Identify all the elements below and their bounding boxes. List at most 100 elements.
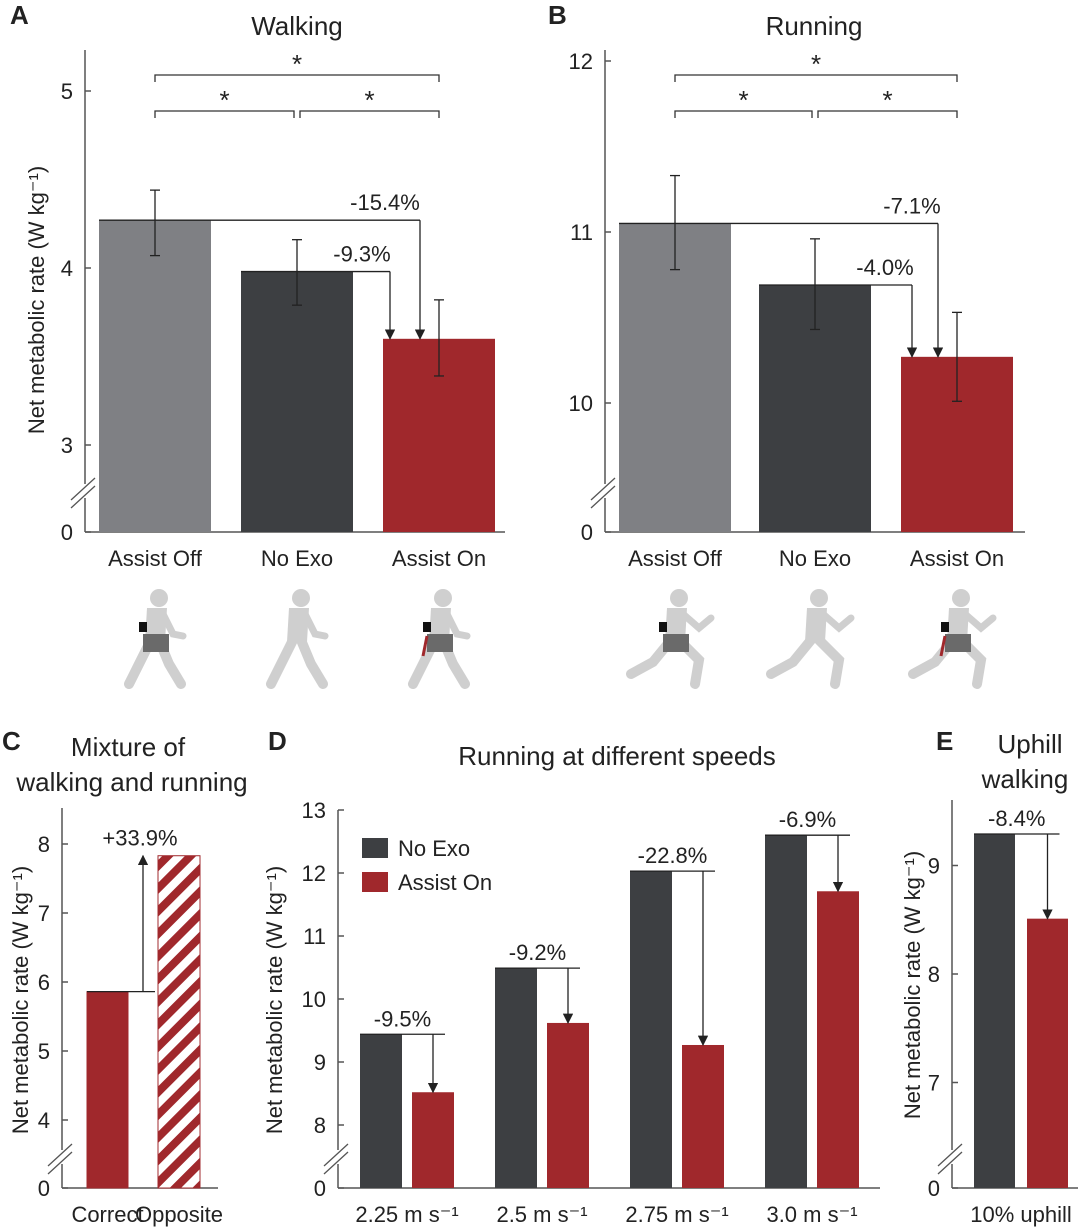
significance-bracket [154,74,440,82]
percent-change-label: -9.3% [333,242,390,267]
leg-icon [766,635,816,679]
x-category-label: Assist Off [108,546,203,571]
leg-icon [296,635,328,689]
significance-bracket [299,110,440,118]
exo-shorts-icon [427,634,453,652]
y-tick-label: 8 [38,832,50,857]
significance-star: * [292,49,302,79]
bar-assist-on [682,1044,724,1188]
arm-icon [443,610,471,640]
arm-icon [819,610,855,633]
x-category-label: 2.25 m s⁻¹ [355,1202,458,1227]
bar-no-exo [630,871,672,1188]
head-icon [952,589,970,607]
y-tick-label: 5 [38,1039,50,1064]
exo-shorts-icon [143,634,169,652]
y-tick-label: 8 [928,962,940,987]
y-tick-label: 13 [302,798,326,823]
leg-icon [266,635,298,689]
y-tick-label: 6 [38,970,50,995]
significance-star: * [219,85,229,115]
axis-break-mark [70,485,96,509]
y-tick-label: 12 [302,861,326,886]
significance-bracket [674,74,958,82]
y-tick-label: 9 [928,854,940,879]
x-category-label: Assist Off [628,546,723,571]
percent-change-label: -15.4% [350,190,420,215]
y-tick-label: 4 [61,256,73,281]
x-category-label: No Exo [779,546,851,571]
x-category-label: No Exo [261,546,333,571]
x-category-label: Assist On [910,546,1004,571]
significance-star: * [811,49,821,79]
panel-letter-a: A [10,0,29,30]
x-category-label: 10% uphill [970,1202,1072,1227]
y-tick-label: 10 [569,391,593,416]
axis-break-mark [47,1143,73,1167]
y-axis-label: Net metabolic rate (W kg⁻¹) [8,866,33,1134]
exo-motor-icon [139,622,147,632]
y-tick-label: 0 [581,520,593,545]
y-axis-label: Net metabolic rate (W kg⁻¹) [24,166,49,434]
y-tick-label: 8 [314,1113,326,1138]
panel-letter-d: D [268,726,287,756]
percent-change-label: -7.1% [883,193,940,218]
bar-no-exo [241,271,353,532]
figure-icon-walker-exo-on [408,589,471,689]
significance-bracket [817,110,958,118]
figure-icon-runner-exo-on [908,589,997,689]
figure-icon-runner-exo-off [626,589,715,689]
axis-break-mark [590,485,616,509]
x-category-label: Opposite [135,1202,223,1227]
axis-break-mark [47,1151,73,1175]
panel-letter-b: B [548,0,567,30]
legend-label: No Exo [398,836,470,861]
x-category-label: 2.75 m s⁻¹ [625,1202,728,1227]
y-tick-label: 0 [928,1176,940,1201]
y-tick-label: 7 [928,1071,940,1096]
bar-assist-off [99,220,211,532]
axis-break-gap [940,1150,964,1164]
head-icon [150,589,168,607]
figure-icon-runner-no-exo [766,589,855,689]
percent-change-label: +33.9% [102,826,177,851]
legend-swatch [362,838,388,858]
exo-force-icon [939,635,947,657]
y-tick-label: 3 [61,433,73,458]
y-axis-label: Net metabolic rate (W kg⁻¹) [900,851,925,1119]
exo-motor-icon [941,622,949,632]
panel-letter-e: E [936,726,953,756]
arm-icon [961,610,997,633]
y-tick-label: 0 [38,1176,50,1201]
y-axis-label: Net metabolic rate (W kg⁻¹) [262,866,287,1134]
panel-title: Uphill [997,729,1062,759]
significance-bracket [674,110,813,118]
axis-break-mark [590,477,616,501]
percent-change-label: -9.2% [509,940,566,965]
bar-no-exo [974,834,1015,1188]
head-icon [810,589,828,607]
axis-break-gap [73,484,97,498]
percent-change-label: -9.5% [374,1006,431,1031]
percent-change-label: -6.9% [779,807,836,832]
x-category-label: Assist On [392,546,486,571]
bar-no-exo [360,1034,402,1188]
axis-break-mark [937,1151,963,1175]
y-tick-label: 10 [302,987,326,1012]
panel-title: Running [766,11,863,41]
x-category-label: 3.0 m s⁻¹ [766,1202,857,1227]
significance-star: * [738,85,748,115]
percent-change-label: -4.0% [856,255,913,280]
exo-motor-icon [659,622,667,632]
panel-title: Running at different speeds [458,741,776,771]
percent-change-label: -22.8% [638,843,708,868]
axis-break-gap [50,1150,74,1164]
head-icon [670,589,688,607]
arm-icon [301,610,329,640]
y-tick-label: 12 [569,49,593,74]
y-tick-label: 5 [61,79,73,104]
axis-break-gap [593,484,617,498]
head-icon [434,589,452,607]
exo-shorts-icon [945,634,971,652]
x-category-label: 2.5 m s⁻¹ [496,1202,587,1227]
